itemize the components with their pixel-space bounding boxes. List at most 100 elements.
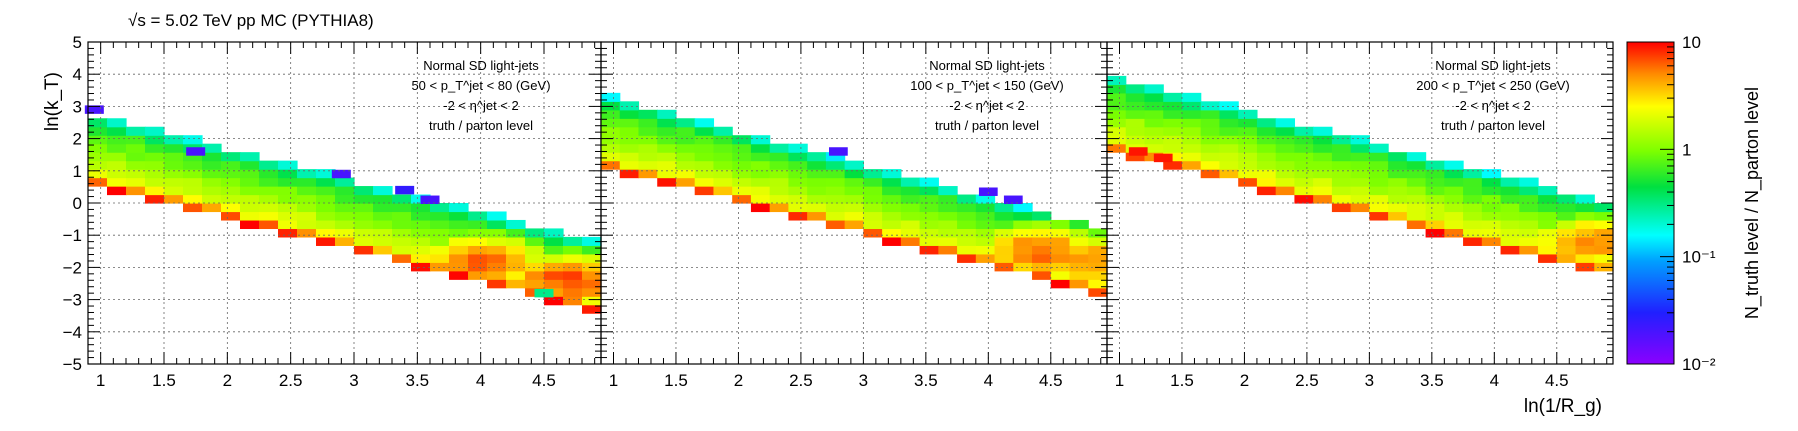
- heatmap-cell: [1313, 152, 1333, 162]
- heatmap-cell: [1406, 219, 1427, 230]
- heatmap-cell: [278, 177, 298, 187]
- heatmap-cell: [769, 177, 790, 187]
- x-tick-label: 3: [349, 371, 358, 390]
- heatmap-cell: [675, 177, 696, 187]
- outlier-cell: [331, 169, 351, 179]
- heatmap-cell: [863, 169, 883, 179]
- heatmap-cell: [732, 135, 752, 145]
- heatmap-cell: [919, 186, 939, 196]
- heatmap-cell: [506, 253, 526, 263]
- heatmap-cell: [1275, 152, 1296, 162]
- colorbar-tick-label: 1: [1682, 140, 1691, 159]
- heatmap-cell: [713, 169, 733, 179]
- heatmap-cell: [1388, 211, 1408, 221]
- heatmap-cell: [107, 152, 127, 162]
- heatmap-cell: [563, 279, 583, 289]
- heatmap-cell: [1331, 152, 1352, 162]
- heatmap-cell: [844, 203, 864, 213]
- heatmap-cell: [1013, 253, 1033, 263]
- heatmap-cell: [240, 177, 260, 187]
- x-tick-label: 1: [609, 371, 618, 390]
- heatmap-cell: [373, 219, 393, 230]
- heatmap-cell: [807, 177, 827, 187]
- heatmap-cell: [788, 194, 808, 204]
- heatmap-cell: [1425, 186, 1445, 196]
- heatmap-cell: [1275, 186, 1296, 196]
- heatmap-cell: [957, 253, 977, 263]
- heatmap-cell: [788, 143, 808, 153]
- heatmap-cell: [1463, 219, 1483, 230]
- heatmap-cell: [126, 126, 146, 136]
- heatmap-cell: [202, 169, 222, 179]
- heatmap-cell: [297, 186, 317, 196]
- heatmap-cell: [1107, 75, 1127, 85]
- heatmap-cell: [1013, 262, 1033, 272]
- heatmap-cell: [430, 253, 450, 263]
- heatmap-cell: [1369, 160, 1389, 170]
- heatmap-cell: [1181, 118, 1202, 128]
- x-ticks: 1 1.5 2 2.5 3 3.5 4 4.5: [87, 42, 596, 390]
- x-tick-label: 3: [1365, 371, 1374, 390]
- panel-annotation: 200 < p_T^jet < 250 (GeV): [1416, 78, 1570, 93]
- heatmap-cell: [126, 160, 146, 170]
- heatmap-cell: [316, 186, 336, 196]
- heatmap-cell: [544, 287, 564, 297]
- heatmap-cell: [411, 253, 431, 263]
- heatmap-cell: [1406, 194, 1427, 204]
- heatmap-cell: [278, 203, 298, 213]
- heatmap-cell: [487, 219, 507, 230]
- x-tick-label: 1.5: [664, 371, 688, 390]
- heatmap-cell: [994, 236, 1014, 246]
- heatmap-cell: [769, 194, 790, 204]
- heatmap-cell: [1238, 126, 1258, 136]
- heatmap-cell: [487, 236, 507, 246]
- heatmap-cell: [1050, 228, 1071, 238]
- heatmap-cell: [563, 245, 583, 255]
- heatmap-cell: [657, 177, 677, 187]
- heatmap-cell: [732, 194, 752, 204]
- heatmap-cell: [1406, 177, 1427, 187]
- heatmap-cell: [675, 152, 696, 162]
- heatmap-cell: [1538, 236, 1558, 246]
- heatmap-cell: [126, 152, 146, 162]
- heatmap-cell: [278, 160, 298, 170]
- heatmap-cell: [788, 186, 808, 196]
- heatmap-cell: [601, 118, 621, 128]
- heatmap-cell: [1425, 177, 1445, 187]
- heatmap-cell: [1107, 109, 1127, 119]
- heatmap-cell: [713, 160, 733, 170]
- heatmap-cell: [316, 236, 336, 246]
- heatmap-cell: [335, 228, 355, 238]
- heatmap-cell: [354, 245, 374, 255]
- heatmap-cell: [657, 152, 677, 162]
- heatmap-cell: [638, 118, 658, 128]
- heatmap-cell: [975, 219, 996, 230]
- heatmap-cell: [1069, 236, 1089, 246]
- heatmap-cell: [1556, 236, 1577, 246]
- heatmap-cell: [882, 219, 902, 230]
- heatmap-cell: [563, 270, 583, 280]
- heatmap-cell: [788, 160, 808, 170]
- x-ticks: 1 1.5 2 2.5 3 3.5 4 4.5: [1106, 42, 1608, 390]
- x-tick-label: 2.5: [789, 371, 813, 390]
- heatmap-cell: [240, 211, 260, 221]
- heatmap-cells: [84, 105, 602, 314]
- heatmap-cell: [145, 143, 165, 153]
- colorbar-tick-label: 10⁻¹: [1682, 248, 1716, 267]
- heatmap-cell: [619, 152, 640, 162]
- heatmap-cell: [202, 143, 222, 153]
- heatmap-cell: [844, 160, 864, 170]
- heatmap-cell: [601, 92, 621, 102]
- heatmap-cell: [1444, 228, 1464, 238]
- heatmap-cell: [1575, 245, 1595, 255]
- heatmap-cell: [694, 126, 715, 136]
- heatmap-cell: [1294, 143, 1314, 153]
- heatmap-cell: [1294, 126, 1314, 136]
- heatmap-cell: [1013, 211, 1033, 221]
- heatmap-cell: [335, 186, 355, 196]
- heatmap-cell: [844, 186, 864, 196]
- heatmap-cell: [563, 296, 583, 306]
- heatmap-cell: [335, 203, 355, 213]
- heatmap-cell: [259, 177, 279, 187]
- heatmap-cell: [1200, 109, 1221, 119]
